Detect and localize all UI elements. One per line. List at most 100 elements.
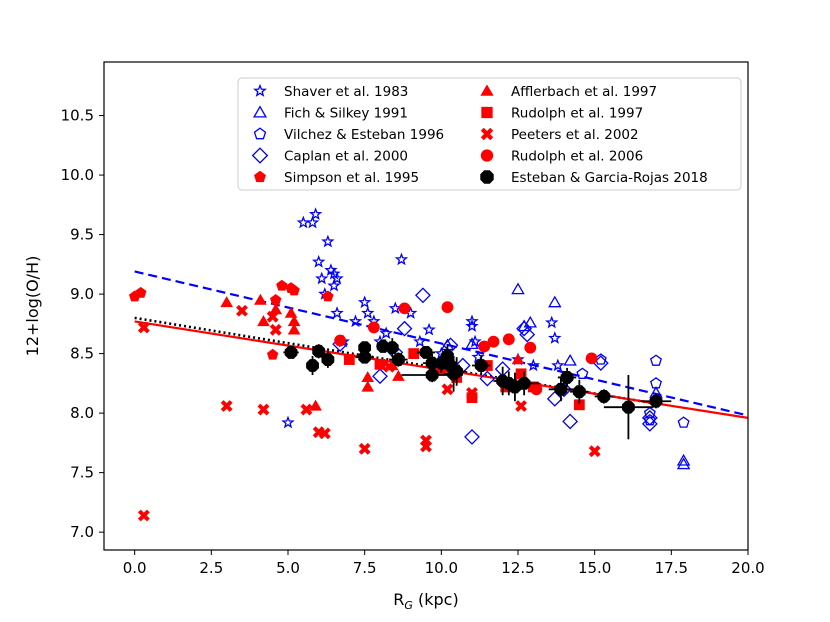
data-point xyxy=(220,296,233,308)
data-point xyxy=(322,290,334,302)
data-point xyxy=(330,271,344,285)
data-point xyxy=(327,278,341,292)
data-point xyxy=(398,302,411,315)
data-point xyxy=(562,413,579,430)
x-tick-label: 15.0 xyxy=(578,559,611,577)
data-point xyxy=(516,320,533,337)
data-point xyxy=(515,400,527,412)
data-point xyxy=(311,254,326,268)
legend-marker xyxy=(254,170,266,183)
x-axis-label: RG (kpc) xyxy=(393,590,458,612)
x-tick-label: 7.5 xyxy=(353,559,377,577)
data-point xyxy=(281,415,295,429)
legend-marker xyxy=(480,149,494,162)
data-point-stroke xyxy=(420,440,432,453)
data-point xyxy=(420,440,432,453)
legend-marker xyxy=(480,127,494,141)
y-tick-label: 7.0 xyxy=(70,523,94,541)
legend-marker xyxy=(480,84,494,96)
data-point xyxy=(650,377,662,389)
data-point xyxy=(254,293,267,305)
legend-label: Rudolph et al. 2006 xyxy=(511,149,643,165)
y-tick-label: 8.0 xyxy=(70,404,94,422)
data-point xyxy=(502,333,515,346)
data-point xyxy=(257,403,270,416)
data-point xyxy=(478,340,491,353)
data-point-stroke xyxy=(236,304,248,317)
data-point-stroke xyxy=(137,321,150,334)
data-point xyxy=(330,306,344,319)
x-axis: 0.0 2.5 5.0 7.5 10.0 12.5 15.0 17.5 20.0 xyxy=(123,550,765,577)
y-tick-label: 10.5 xyxy=(61,107,94,125)
data-point xyxy=(276,279,288,291)
data-point xyxy=(548,331,562,344)
data-point xyxy=(487,335,500,348)
data-point xyxy=(422,322,436,336)
data-point xyxy=(266,348,279,360)
data-point xyxy=(321,353,335,366)
data-point xyxy=(548,295,562,308)
data-point xyxy=(284,346,298,359)
data-point xyxy=(524,341,537,354)
data-point xyxy=(519,326,536,343)
series-5 xyxy=(220,293,525,411)
x-tick-label: 2.5 xyxy=(199,559,223,577)
data-point xyxy=(572,385,586,399)
data-point xyxy=(441,383,454,396)
x-axis-label-unit: (kpc) xyxy=(413,590,459,609)
data-point xyxy=(321,234,335,248)
data-point xyxy=(563,353,577,366)
x-tick-label: 5.0 xyxy=(276,559,300,577)
data-point-stroke xyxy=(300,403,313,416)
data-point xyxy=(318,427,331,440)
x-tick-label: 0.0 xyxy=(123,559,147,577)
data-point xyxy=(315,271,329,285)
legend-marker xyxy=(481,106,493,119)
data-point xyxy=(391,353,405,366)
data-point xyxy=(465,314,479,328)
data-point xyxy=(650,354,662,366)
legend-label: Rudolph et al. 1997 xyxy=(511,106,643,122)
y-axis: 7.0 7.5 8.0 8.5 9.0 9.5 10.0 10.5 xyxy=(61,107,104,541)
data-point xyxy=(551,358,565,372)
data-point xyxy=(309,399,322,411)
data-point-stroke xyxy=(466,386,478,399)
series-7 xyxy=(137,304,601,522)
data-point xyxy=(306,359,319,372)
data-point xyxy=(466,386,478,399)
data-point xyxy=(621,400,635,414)
data-point-stroke xyxy=(383,360,396,373)
data-point xyxy=(287,315,301,327)
data-points xyxy=(128,207,691,522)
series-8 xyxy=(334,301,598,396)
data-point xyxy=(135,286,147,298)
legend-marker-stroke xyxy=(480,127,494,141)
legend: Shaver et al. 1983 Fich & Silkey 1991 Vilc… xyxy=(237,77,742,191)
y-tick-label: 10.0 xyxy=(61,166,94,184)
data-point xyxy=(269,323,282,336)
data-point xyxy=(413,334,427,348)
data-point xyxy=(288,284,300,296)
data-point xyxy=(358,341,372,355)
data-point xyxy=(257,315,270,327)
data-point xyxy=(357,295,372,309)
data-point xyxy=(464,429,480,445)
data-point xyxy=(465,337,479,349)
series-9 xyxy=(283,338,672,440)
data-point xyxy=(576,367,589,379)
data-point xyxy=(641,409,658,426)
data-point-stroke xyxy=(441,383,454,396)
data-point-stroke xyxy=(266,310,279,323)
data-point xyxy=(284,306,298,318)
data-point xyxy=(560,371,574,384)
x-tick-label: 10.0 xyxy=(425,559,458,577)
data-point xyxy=(312,344,326,358)
data-point-stroke xyxy=(257,403,270,416)
x-axis-label-main: R xyxy=(393,590,404,609)
data-point xyxy=(585,352,598,365)
data-point xyxy=(305,215,320,229)
data-point xyxy=(676,457,691,470)
data-point xyxy=(348,314,363,328)
legend-marker xyxy=(251,147,269,164)
